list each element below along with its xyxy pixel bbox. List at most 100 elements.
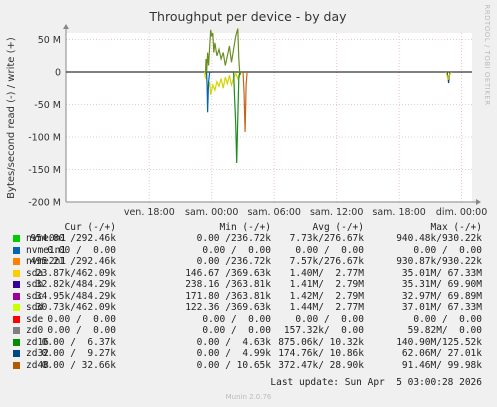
legend-min: 0.00 /236.72k <box>196 233 271 244</box>
legend-header-min: Min (-/+) <box>219 222 271 233</box>
legend-min: 122.36 /369.63k <box>185 302 271 313</box>
legend-min: 0.00 / 0.00 <box>202 244 271 256</box>
legend-row-zd32: zd32 0.00 / 9.27k 0.00 / 4.99k 174.76k/ 10.… <box>0 348 497 359</box>
legend-avg: 7.57k/276.67k <box>289 256 364 267</box>
legend-header-max: Max (-/+) <box>430 222 482 233</box>
legend-min: 0.00 / 10.65k <box>196 359 271 371</box>
y-tick-label: -200 M <box>28 198 61 209</box>
x-tick-label: sam. 06:00 <box>247 207 300 218</box>
legend-min: 0.00 /236.72k <box>196 256 271 267</box>
legend-max: 91.46M/ 99.98k <box>401 359 482 371</box>
x-tick-label: sam. 18:00 <box>372 207 425 218</box>
x-tick-label: sam. 00:00 <box>185 207 238 218</box>
legend: nvme0n1 954.80 /292.46k 0.00 /236.72k 7.73k… <box>0 233 497 393</box>
series-line-zd48 <box>242 71 248 132</box>
legend-swatch <box>13 258 20 265</box>
legend-cur: 23.87k/462.09k <box>35 267 116 279</box>
legend-swatch <box>13 327 20 334</box>
legend-min: 0.00 / 0.00 <box>202 325 271 336</box>
legend-cur: 0.00 / 9.27k <box>41 348 116 359</box>
rrdtool-label: RRDTOOL / TOBI OETIKER <box>483 4 491 105</box>
series-line-sdd <box>445 71 452 80</box>
legend-name: nvme2n1 <box>26 256 67 267</box>
legend-avg: 1.41M/ 2.79M <box>289 279 364 290</box>
y-axis-arrow <box>63 24 69 29</box>
legend-row-zd16: zd16 0.00 / 6.37k 0.00 / 4.63k 875.06k/ 10.… <box>0 337 497 348</box>
legend-min: 0.00 / 0.00 <box>202 313 271 325</box>
legend-name: nvme0n1 <box>26 233 67 244</box>
legend-max: 62.06M/ 27.01k <box>401 348 482 359</box>
legend-row-sdc: sdc 34.95k/484.29k 171.80 /363.81k 1.42M/ 2… <box>0 291 497 302</box>
legend-cur: 0.00 / 0.00 <box>47 325 116 336</box>
plot-background <box>66 33 472 202</box>
legend-max: 59.82M/ 0.00 <box>407 325 482 336</box>
legend-swatch <box>13 281 20 288</box>
legend-name: sdb <box>26 279 44 290</box>
x-tick-label: ven. 18:00 <box>124 207 175 218</box>
y-tick-label: 0 <box>55 68 61 79</box>
legend-avg: 0.00 / 0.00 <box>295 244 364 256</box>
legend-avg: 157.32k/ 0.00 <box>283 325 364 336</box>
chart-title: Throughput per device - by day <box>148 9 347 24</box>
legend-row-sdb: sdb 32.82k/484.29k 238.16 /363.81k 1.41M/ 2… <box>0 279 497 290</box>
legend-max: 940.48k/930.22k <box>396 233 482 244</box>
legend-avg: 174.76k/ 10.86k <box>278 348 364 359</box>
y-tick-label: -100 M <box>28 133 61 144</box>
legend-min: 146.67 /369.63k <box>185 267 271 279</box>
legend-cur: 0.00 / 0.00 <box>47 313 116 325</box>
x-tick-label: dim. 00:00 <box>436 207 487 218</box>
legend-avg: 875.06k/ 10.32k <box>278 336 364 348</box>
legend-cur: 954.80 /292.46k <box>30 233 116 244</box>
legend-swatch <box>13 315 20 323</box>
plot-area: 50 M 0 -50 M -100 M -150 M -200 M ven. 18:00 sa… <box>28 24 487 218</box>
legend-avg: 0.00 / 0.00 <box>295 313 364 325</box>
legend-row-nvme2n1: nvme2n1 495.21 /292.46k 0.00 /236.72k 7.57k… <box>0 256 497 267</box>
legend-name: nvme1n1 <box>26 244 67 256</box>
legend-swatch <box>13 292 20 300</box>
legend-max: 37.01M/ 67.33M <box>401 302 482 313</box>
legend-cur: 30.73k/462.09k <box>35 302 116 313</box>
legend-avg: 372.47k/ 28.90k <box>278 359 364 371</box>
legend-name: zd16 <box>26 336 49 348</box>
legend-avg: 1.42M/ 2.79M <box>289 290 364 302</box>
legend-swatch <box>13 304 20 311</box>
legend-name: sdd <box>26 302 44 313</box>
legend-avg: 1.40M/ 2.77M <box>289 267 364 279</box>
legend-header-cur: Cur (-/+) <box>64 222 116 233</box>
legend-swatch <box>13 246 20 254</box>
legend-name: zd0 <box>26 325 44 336</box>
legend-avg: 7.73k/276.67k <box>289 233 364 244</box>
legend-avg: 1.44M/ 2.77M <box>289 302 364 313</box>
legend-swatch <box>13 350 20 357</box>
legend-row-nvme1n1: nvme1n1 0.00 / 0.00 0.00 / 0.00 0.00 / 0.00… <box>0 245 497 256</box>
legend-cur: 0.00 / 6.37k <box>41 336 116 348</box>
legend-name: sde <box>26 313 44 325</box>
legend-swatch <box>13 235 20 242</box>
legend-swatch <box>13 361 20 369</box>
legend-min: 238.16 /363.81k <box>185 279 271 290</box>
legend-max: 140.90M/125.52k <box>396 336 482 348</box>
legend-name: zd48 <box>26 359 49 371</box>
legend-row-nvme0n1: nvme0n1 954.80 /292.46k 0.00 /236.72k 7.73k… <box>0 233 497 244</box>
legend-swatch <box>13 338 20 346</box>
legend-row-sda: sda 23.87k/462.09k 146.67 /369.63k 1.40M/ 2… <box>0 268 497 279</box>
legend-max: 0.00 / 0.00 <box>413 313 482 325</box>
series-line-nvme1n1 <box>205 71 211 113</box>
legend-max: 930.87k/930.22k <box>396 256 482 267</box>
last-update: Last update: Sun Apr 5 03:00:28 2026 <box>270 377 482 388</box>
series-line-sdc <box>203 28 242 76</box>
legend-cur: 0.00 / 32.66k <box>41 359 116 371</box>
legend-row-zd48: zd48 0.00 / 32.66k 0.00 / 10.65k 372.47k/ 2… <box>0 360 497 371</box>
y-axis-label: Bytes/second read (-) / write (+) <box>6 37 17 199</box>
x-axis-arrow <box>476 199 481 205</box>
legend-cur: 34.95k/484.29k <box>35 290 116 302</box>
y-tick-label: -50 M <box>34 100 61 111</box>
legend-header-avg: Avg (-/+) <box>312 222 364 233</box>
legend-header: Cur (-/+) Min (-/+) Avg (-/+) Max (-/+) <box>0 222 497 233</box>
legend-cur: 0.00 / 0.00 <box>47 244 116 256</box>
munin-version: Munin 2.0.76 <box>225 393 272 401</box>
legend-max: 35.01M/ 67.33M <box>401 267 482 279</box>
legend-row-zd0: zd0 0.00 / 0.00 0.00 / 0.00 157.32k/ 0.00 59… <box>0 325 497 336</box>
legend-min: 0.00 / 4.63k <box>196 336 271 348</box>
